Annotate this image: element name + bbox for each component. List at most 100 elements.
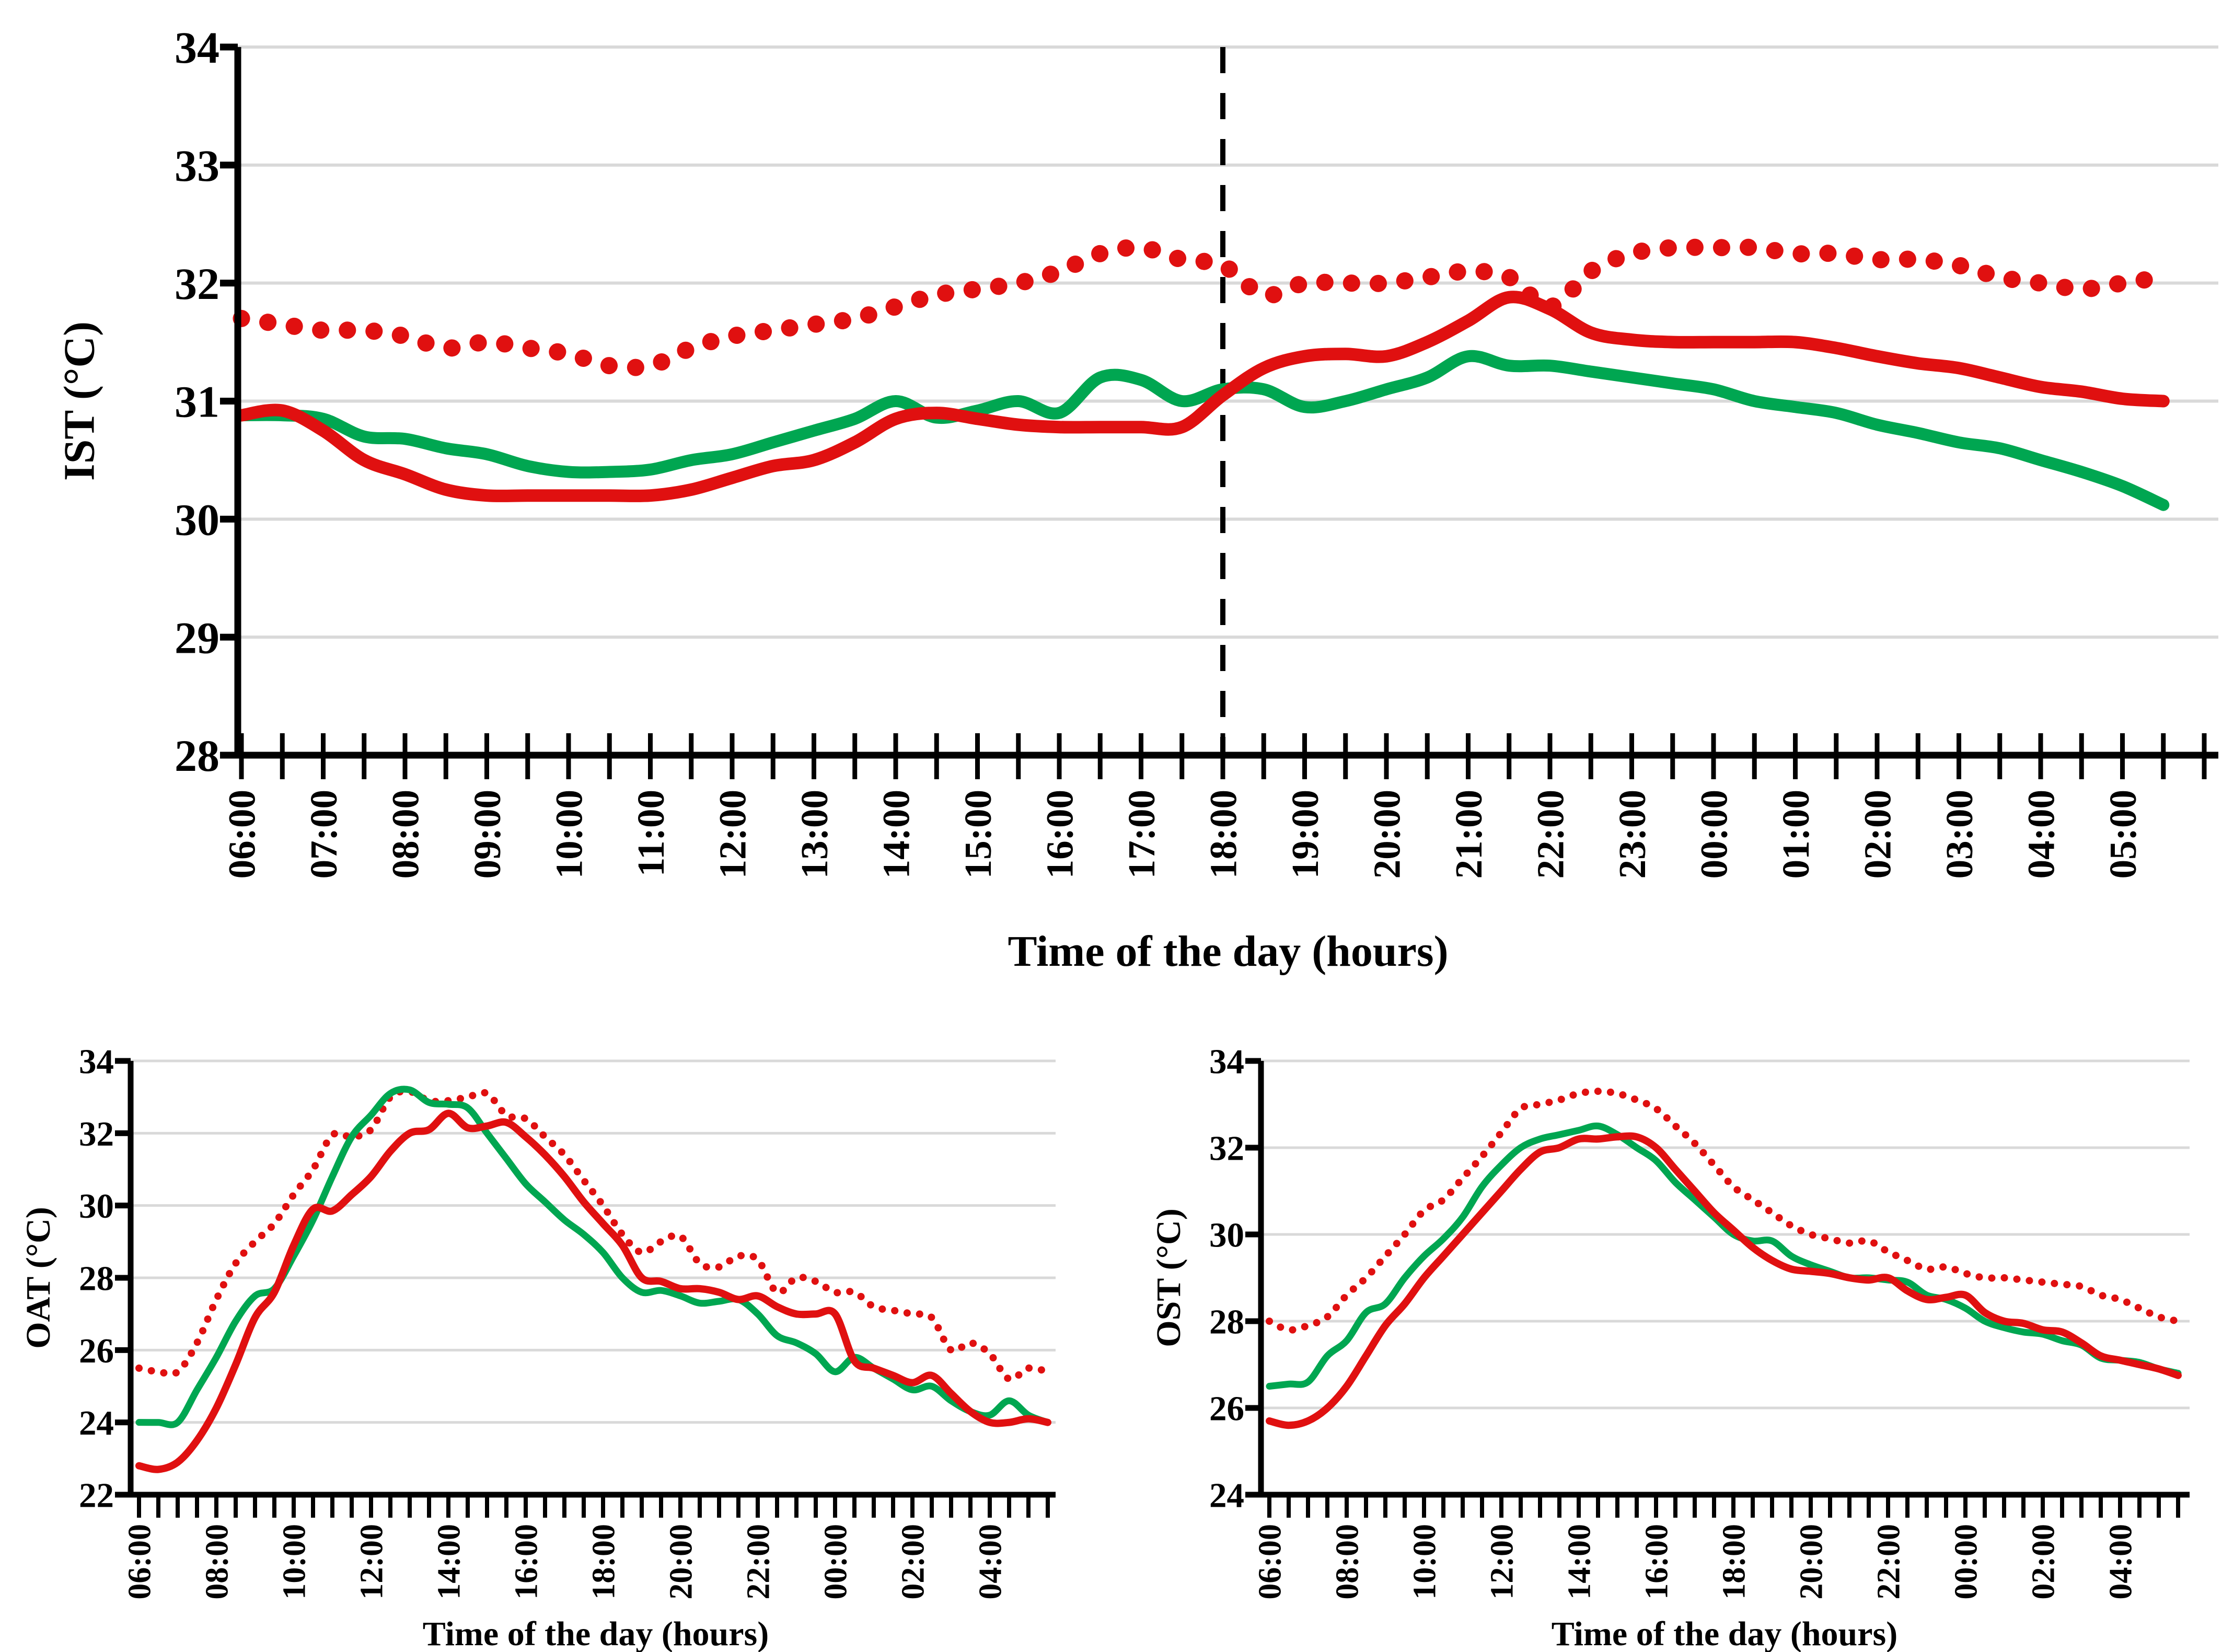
y-tick	[115, 1347, 131, 1353]
x-tick-label: 00:00	[1949, 1524, 1984, 1600]
y-tick-label: 32	[175, 259, 219, 309]
y-tick	[115, 1203, 131, 1209]
y-tick-label: 34	[1209, 1042, 1244, 1081]
series	[135, 1085, 1051, 1473]
y-tick-label: 32	[1209, 1129, 1244, 1168]
x-tick-label: 02:00	[1857, 790, 1899, 879]
series-red-dotted	[1266, 1088, 2182, 1334]
oat-chart: 22 24 26 28 30 32 34 06:00 08:00 10:00 12:00 14:00 1…	[19, 1042, 1056, 1652]
x-axis-title: Time of the day (hours)	[1008, 927, 1448, 976]
series-red-dotted	[135, 1088, 1051, 1383]
x-tick-label: 08:00	[1330, 1524, 1365, 1600]
y-tick	[115, 1492, 131, 1498]
x-tick-label: 04:00	[2020, 790, 2063, 879]
x-tick-label: 02:00	[896, 1524, 931, 1600]
x-tick-label: 22:00	[1871, 1524, 1907, 1600]
gridlines	[1261, 1059, 2190, 1410]
y-tick-label: 28	[175, 731, 219, 781]
x-tick-label: 12:00	[354, 1524, 390, 1600]
y-tick	[1245, 1318, 1261, 1324]
y-tick	[1245, 1145, 1261, 1151]
series-red-solid	[1266, 1132, 2182, 1429]
y-tick	[1245, 1231, 1261, 1238]
axes	[115, 1058, 1056, 1518]
y-tick-label: 34	[79, 1042, 114, 1081]
x-tick-label: 04:00	[2103, 1524, 2139, 1600]
x-tick-label: 16:00	[1039, 790, 1081, 879]
ist-chart: 28 29 30 31 32 33 34 06:00 07:00 08:00 09:00 10:00 1…	[55, 22, 2218, 976]
y-tick	[1245, 1405, 1261, 1411]
y-tick-label: 24	[1209, 1476, 1244, 1515]
x-tick-label: 16:00	[1639, 1524, 1675, 1600]
y-axis-title: OAT (°C)	[19, 1207, 57, 1348]
x-tick-label: 04:00	[973, 1524, 1009, 1600]
x-tick-label: 18:00	[1202, 790, 1245, 879]
x-tick-label: 23:00	[1611, 790, 1653, 879]
y-tick-label: 33	[175, 141, 219, 191]
y-tick	[1245, 1492, 1261, 1498]
y-tick-label: 31	[175, 377, 219, 427]
x-tick-label: 22:00	[741, 1524, 777, 1600]
x-tick-label: 14:00	[875, 790, 918, 879]
x-tick-label: 03:00	[1938, 790, 1981, 879]
y-tick	[220, 633, 238, 641]
y-tick	[220, 43, 238, 51]
y-tick	[1245, 1058, 1261, 1064]
y-tick-label: 22	[79, 1476, 114, 1515]
x-tick-label: 20:00	[664, 1524, 699, 1600]
gridlines	[131, 1059, 1056, 1424]
x-tick-label: 08:00	[200, 1524, 235, 1600]
x-tick-label: 22:00	[1530, 790, 1572, 879]
y-axis-title: IST (°C)	[55, 321, 103, 481]
y-tick-label: 29	[175, 613, 219, 663]
series	[233, 238, 2172, 511]
x-tick-label: 12:00	[712, 790, 754, 879]
labels: 22 24 26 28 30 32 34 06:00 08:00 10:00 12:00 14:00 1…	[19, 1042, 1009, 1652]
x-tick-label: 10:00	[1407, 1524, 1443, 1600]
y-tick-label: 24	[79, 1404, 114, 1442]
x-tick-label: 12:00	[1485, 1524, 1520, 1600]
axes	[1245, 1058, 2190, 1518]
y-tick	[115, 1275, 131, 1281]
y-tick	[220, 280, 238, 287]
ost-chart: 24 26 28 30 32 34 06:00 08:00 10:00 12:00 14:00 16:…	[1150, 1042, 2190, 1652]
x-tick-label: 16:00	[509, 1524, 545, 1600]
x-tick-label: 02:00	[2026, 1524, 2062, 1600]
x-tick-label: 20:00	[1794, 1524, 1830, 1600]
series-red-solid	[235, 291, 2170, 502]
y-tick	[220, 752, 238, 759]
series-red-solid	[135, 1110, 1051, 1473]
x-tick-label: 07:00	[303, 790, 345, 879]
y-tick	[220, 398, 238, 405]
y-tick	[115, 1058, 131, 1064]
x-tick-label: 01:00	[1775, 790, 1817, 879]
x-tick-label: 06:00	[122, 1524, 158, 1600]
y-tick	[220, 161, 238, 169]
y-tick-label: 26	[1209, 1389, 1244, 1428]
x-axis-title: Time of the day (hours)	[423, 1615, 769, 1652]
x-tick-label: 15:00	[957, 790, 999, 879]
x-tick-label: 14:00	[1562, 1524, 1598, 1600]
x-tick-label: 10:00	[548, 790, 591, 879]
series-green-solid	[135, 1085, 1051, 1428]
x-tick-label: 20:00	[1366, 790, 1408, 879]
y-tick-label: 30	[1209, 1216, 1244, 1254]
x-tick-label: 00:00	[818, 1524, 854, 1600]
x-tick-label: 10:00	[277, 1524, 313, 1600]
x-tick-label: 06:00	[221, 790, 263, 879]
y-axis-title: OST (°C)	[1150, 1208, 1188, 1347]
series-green-solid	[1266, 1122, 2182, 1390]
x-tick-label: 08:00	[385, 790, 427, 879]
y-tick-label: 28	[1209, 1302, 1244, 1341]
y-tick-label: 28	[79, 1259, 114, 1298]
series	[1266, 1088, 2182, 1429]
x-tick-label: 19:00	[1284, 790, 1326, 879]
x-tick-label: 14:00	[432, 1524, 467, 1600]
y-tick-label: 34	[175, 22, 219, 73]
x-tick-label: 05:00	[2102, 790, 2144, 879]
y-tick	[115, 1130, 131, 1136]
x-tick-label: 21:00	[1448, 790, 1490, 879]
x-tick-label: 17:00	[1120, 790, 1163, 879]
x-tick-label: 06:00	[1253, 1524, 1288, 1600]
